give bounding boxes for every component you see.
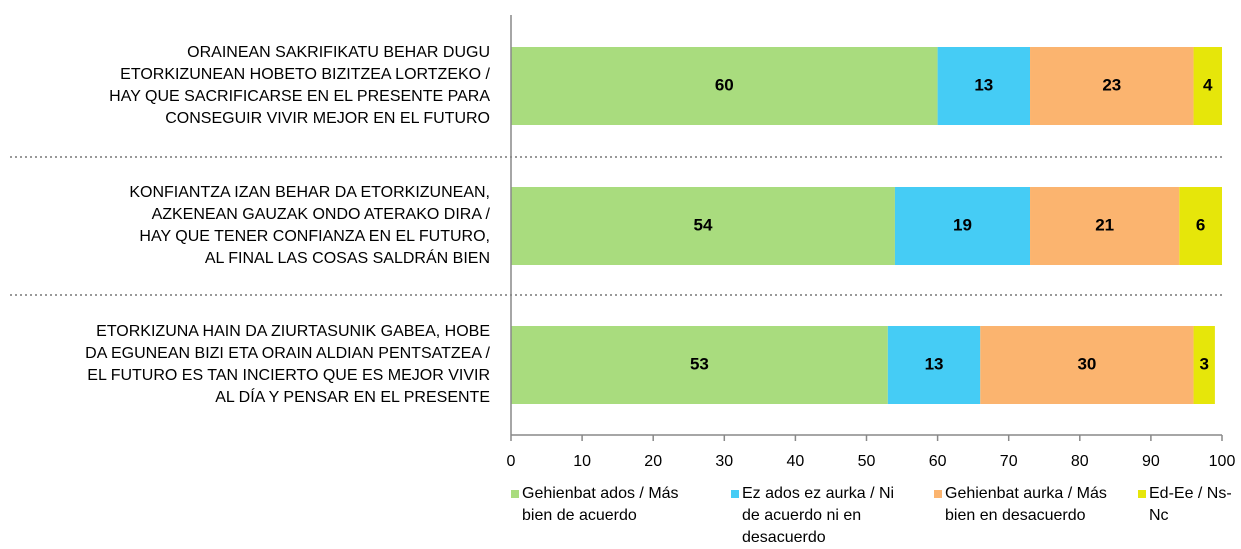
x-tick-label: 40 xyxy=(787,453,805,470)
bar-segment xyxy=(1030,187,1180,265)
x-tick-label: 90 xyxy=(1142,453,1160,470)
x-tick-label: 20 xyxy=(644,453,662,470)
x-tick-label: 0 xyxy=(507,453,516,470)
legend-swatch xyxy=(731,490,739,498)
x-tick-label: 70 xyxy=(1000,453,1018,470)
category-label: ORAINEAN SAKRIFIKATU BEHAR DUGU xyxy=(187,44,490,61)
category-label: KONFIANTZA IZAN BEHAR DA ETORKIZUNEAN, xyxy=(129,184,490,201)
value-label: 21 xyxy=(1095,215,1114,234)
bar-segment xyxy=(1193,326,1215,404)
value-label: 13 xyxy=(974,75,993,94)
legend-swatch xyxy=(934,490,942,498)
bar-segment xyxy=(511,47,938,125)
x-tick-label: 60 xyxy=(929,453,947,470)
value-label: 13 xyxy=(925,354,944,373)
bar-segment xyxy=(511,187,895,265)
bar-segment xyxy=(937,47,1031,125)
category-label: AL DÍA Y PENSAR EN EL PRESENTE xyxy=(215,387,490,406)
value-label: 60 xyxy=(715,75,734,94)
category-label: AZKENEAN GAUZAK ONDO ATERAKO DIRA / xyxy=(152,206,491,223)
value-label: 54 xyxy=(694,215,713,234)
x-tick-label: 50 xyxy=(858,453,876,470)
x-tick-label: 10 xyxy=(573,453,591,470)
bar-segment xyxy=(1030,47,1194,125)
value-label: 4 xyxy=(1203,75,1213,94)
category-label: ETORKIZUNEAN HOBETO BIZITZEA LORTZEKO / xyxy=(120,66,490,83)
legend-swatch xyxy=(1138,490,1146,498)
x-tick-label: 100 xyxy=(1209,453,1236,470)
legend-swatch xyxy=(511,490,519,498)
legend-label: Gehienbat aurka / Más bien en desacuerdo xyxy=(945,485,1107,524)
bar-segment xyxy=(1193,47,1222,125)
category-label: EL FUTURO ES TAN INCIERTO QUE ES MEJOR V… xyxy=(87,367,490,384)
bar-segment xyxy=(887,326,981,404)
x-tick-label: 80 xyxy=(1071,453,1089,470)
value-label: 6 xyxy=(1196,215,1205,234)
x-tick-label: 30 xyxy=(715,453,733,470)
category-label: HAY QUE TENER CONFIANZA EN EL FUTURO, xyxy=(139,228,490,245)
legend-label: Gehienbat ados / Más bien de acuerdo xyxy=(522,485,679,524)
value-label: 53 xyxy=(690,354,709,373)
value-label: 19 xyxy=(953,215,972,234)
bar-segment xyxy=(1179,187,1222,265)
category-label: DA EGUNEAN BIZI ETA ORAIN ALDIAN PENTSAT… xyxy=(85,345,490,362)
value-label: 3 xyxy=(1199,354,1208,373)
value-label: 30 xyxy=(1077,354,1096,373)
category-label: HAY QUE SACRIFICARSE EN EL PRESENTE PARA xyxy=(109,88,490,105)
bar-segment xyxy=(980,326,1194,404)
category-label: ETORKIZUNA HAIN DA ZIURTASUNIK GABEA, HO… xyxy=(96,323,490,340)
category-label: CONSEGUIR VIVIR MEJOR EN EL FUTURO xyxy=(165,110,490,127)
legend-label: Ed-Ee / Ns-Nc xyxy=(1149,485,1232,524)
bar-segment xyxy=(894,187,1031,265)
value-label: 23 xyxy=(1102,75,1121,94)
legend-label: Ez ados ez aurka / Ni de acuerdo ni en d… xyxy=(742,485,895,546)
category-label: AL FINAL LAS COSAS SALDRÁN BIEN xyxy=(205,248,490,267)
bar-segment xyxy=(511,326,888,404)
